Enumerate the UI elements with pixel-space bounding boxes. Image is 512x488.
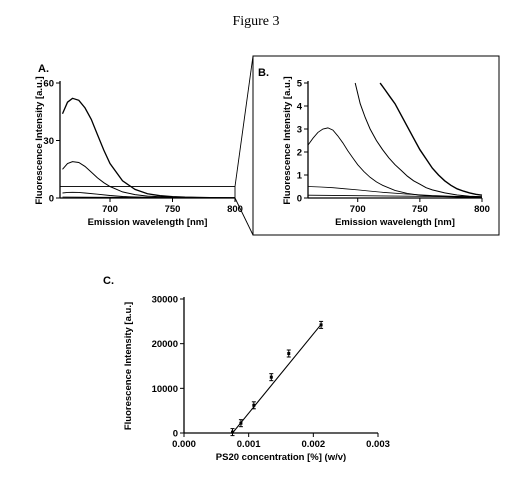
panel-b-y-tick-label: 4 <box>297 102 303 113</box>
panel-b-y-tick-label: 0 <box>297 194 302 205</box>
panel-a-y-tick-label: 0 <box>49 194 54 205</box>
panel-c-x-tick-label: 0.000 <box>172 439 196 450</box>
panel-c-data-point <box>252 404 255 407</box>
panel-c-data-point <box>320 323 323 326</box>
panel-c-y-axis-title: Fluorescence Intensity [a.u.] <box>123 302 134 430</box>
panel-a-zoom-connector-top <box>235 56 253 187</box>
panel-b-y-tick-label: 3 <box>297 125 302 136</box>
panel-a-x-axis-title: Emission wavelength [nm] <box>88 217 208 228</box>
panel-b-y-tick-label: 2 <box>297 148 302 159</box>
panel-c-y-tick-label: 10000 <box>152 384 178 395</box>
panel-c-label: C. <box>103 275 114 287</box>
panel-b-x-tick-label: 700 <box>350 204 366 215</box>
panel-c-y-tick-label: 0 <box>173 429 178 440</box>
panel-c-data-point <box>270 376 273 379</box>
panel-a-y-tick-label: 60 <box>43 79 54 90</box>
panel-c-x-tick-label: 0.001 <box>237 439 261 450</box>
panel-a-x-tick-label: 750 <box>165 204 181 215</box>
panel-b-series-3-line <box>308 128 482 198</box>
panel-c-y-tick-label: 20000 <box>152 339 178 350</box>
panel-c-data-point <box>239 422 242 425</box>
panel-b-x-tick-label: 750 <box>412 204 428 215</box>
panel-a-label: A. <box>38 63 49 75</box>
panel-b-y-tick-label: 1 <box>297 171 303 182</box>
panel-b-y-axis-title: Fluorescence Intensity [a.u.] <box>282 76 293 204</box>
panel-a-series-1-line <box>63 98 236 198</box>
panel-c-x-axis-title: PS20 concentration [%] (w/v) <box>216 452 346 463</box>
panel-c-x-tick-label: 0.002 <box>301 439 325 450</box>
panel-b-x-axis-title: Emission wavelength [nm] <box>335 217 455 228</box>
panel-c-data-point <box>231 431 234 434</box>
panel-c-x-tick-label: 0.003 <box>366 439 390 450</box>
panel-a-y-axis-title: Fluorescence Intensity [a.u.] <box>34 76 45 204</box>
panel-b-series-2-line <box>355 83 482 197</box>
panel-a-y-tick-label: 30 <box>43 136 54 147</box>
panel-b-y-tick-label: 5 <box>297 79 303 90</box>
panel-c-fit-line <box>233 324 322 433</box>
panel-b-x-tick-label: 800 <box>474 204 490 215</box>
panel-a-x-tick-label: 700 <box>102 204 118 215</box>
panel-b-label: B. <box>258 67 269 79</box>
panel-b-series-1-line <box>380 83 482 195</box>
panel-c-data-point <box>287 352 290 355</box>
panel-c-y-tick-label: 30000 <box>152 295 178 306</box>
panel-a-series-2-line <box>63 162 236 198</box>
panel-a-zoom-connector-bottom <box>235 198 253 235</box>
